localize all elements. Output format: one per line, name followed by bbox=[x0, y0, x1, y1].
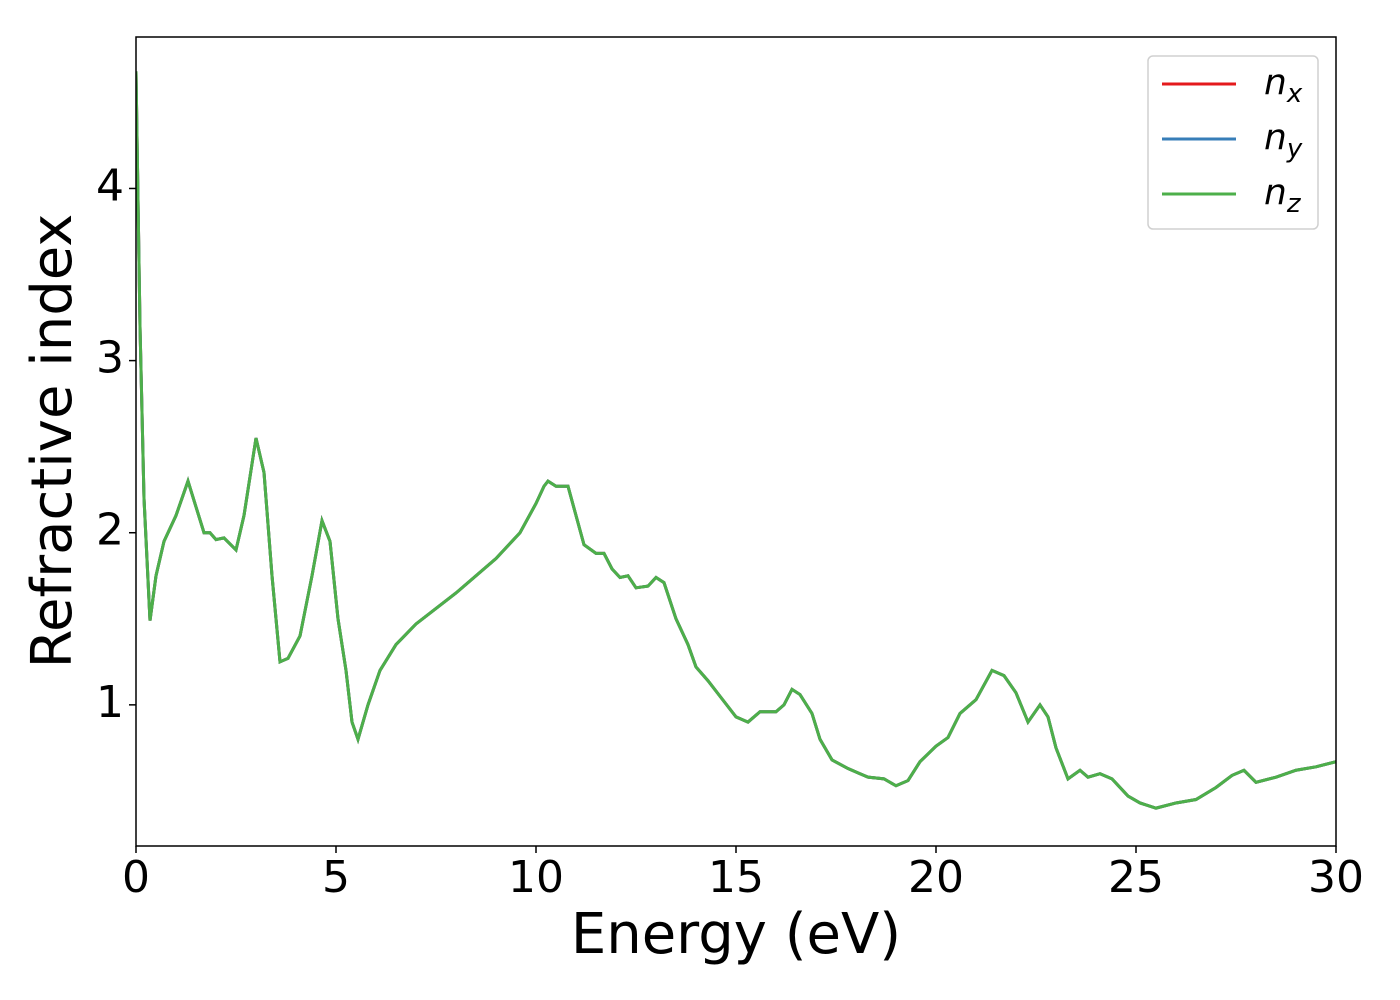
x-tick-label: 10 bbox=[508, 852, 564, 903]
line-series bbox=[136, 71, 1336, 810]
x-tick-label: 15 bbox=[708, 852, 764, 903]
legend-label: nz bbox=[1264, 172, 1302, 219]
x-axis-label: Energy (eV) bbox=[571, 902, 901, 967]
legend-label: ny bbox=[1264, 117, 1303, 164]
y-tick-label: 1 bbox=[96, 677, 124, 728]
y-axis-label: Refractive index bbox=[20, 214, 85, 669]
x-tick-label: 20 bbox=[908, 852, 964, 903]
y-tick-label: 4 bbox=[96, 160, 124, 211]
x-tick-label: 0 bbox=[122, 852, 150, 903]
x-tick-label: 30 bbox=[1308, 852, 1364, 903]
plot-frame bbox=[135, 36, 1337, 847]
y-tick-label: 3 bbox=[96, 333, 124, 384]
legend-label: nx bbox=[1264, 62, 1303, 109]
x-tick-label: 5 bbox=[322, 852, 350, 903]
legend-box bbox=[1147, 55, 1319, 230]
x-tick-label: 25 bbox=[1108, 852, 1164, 903]
y-tick-label: 2 bbox=[96, 505, 124, 556]
